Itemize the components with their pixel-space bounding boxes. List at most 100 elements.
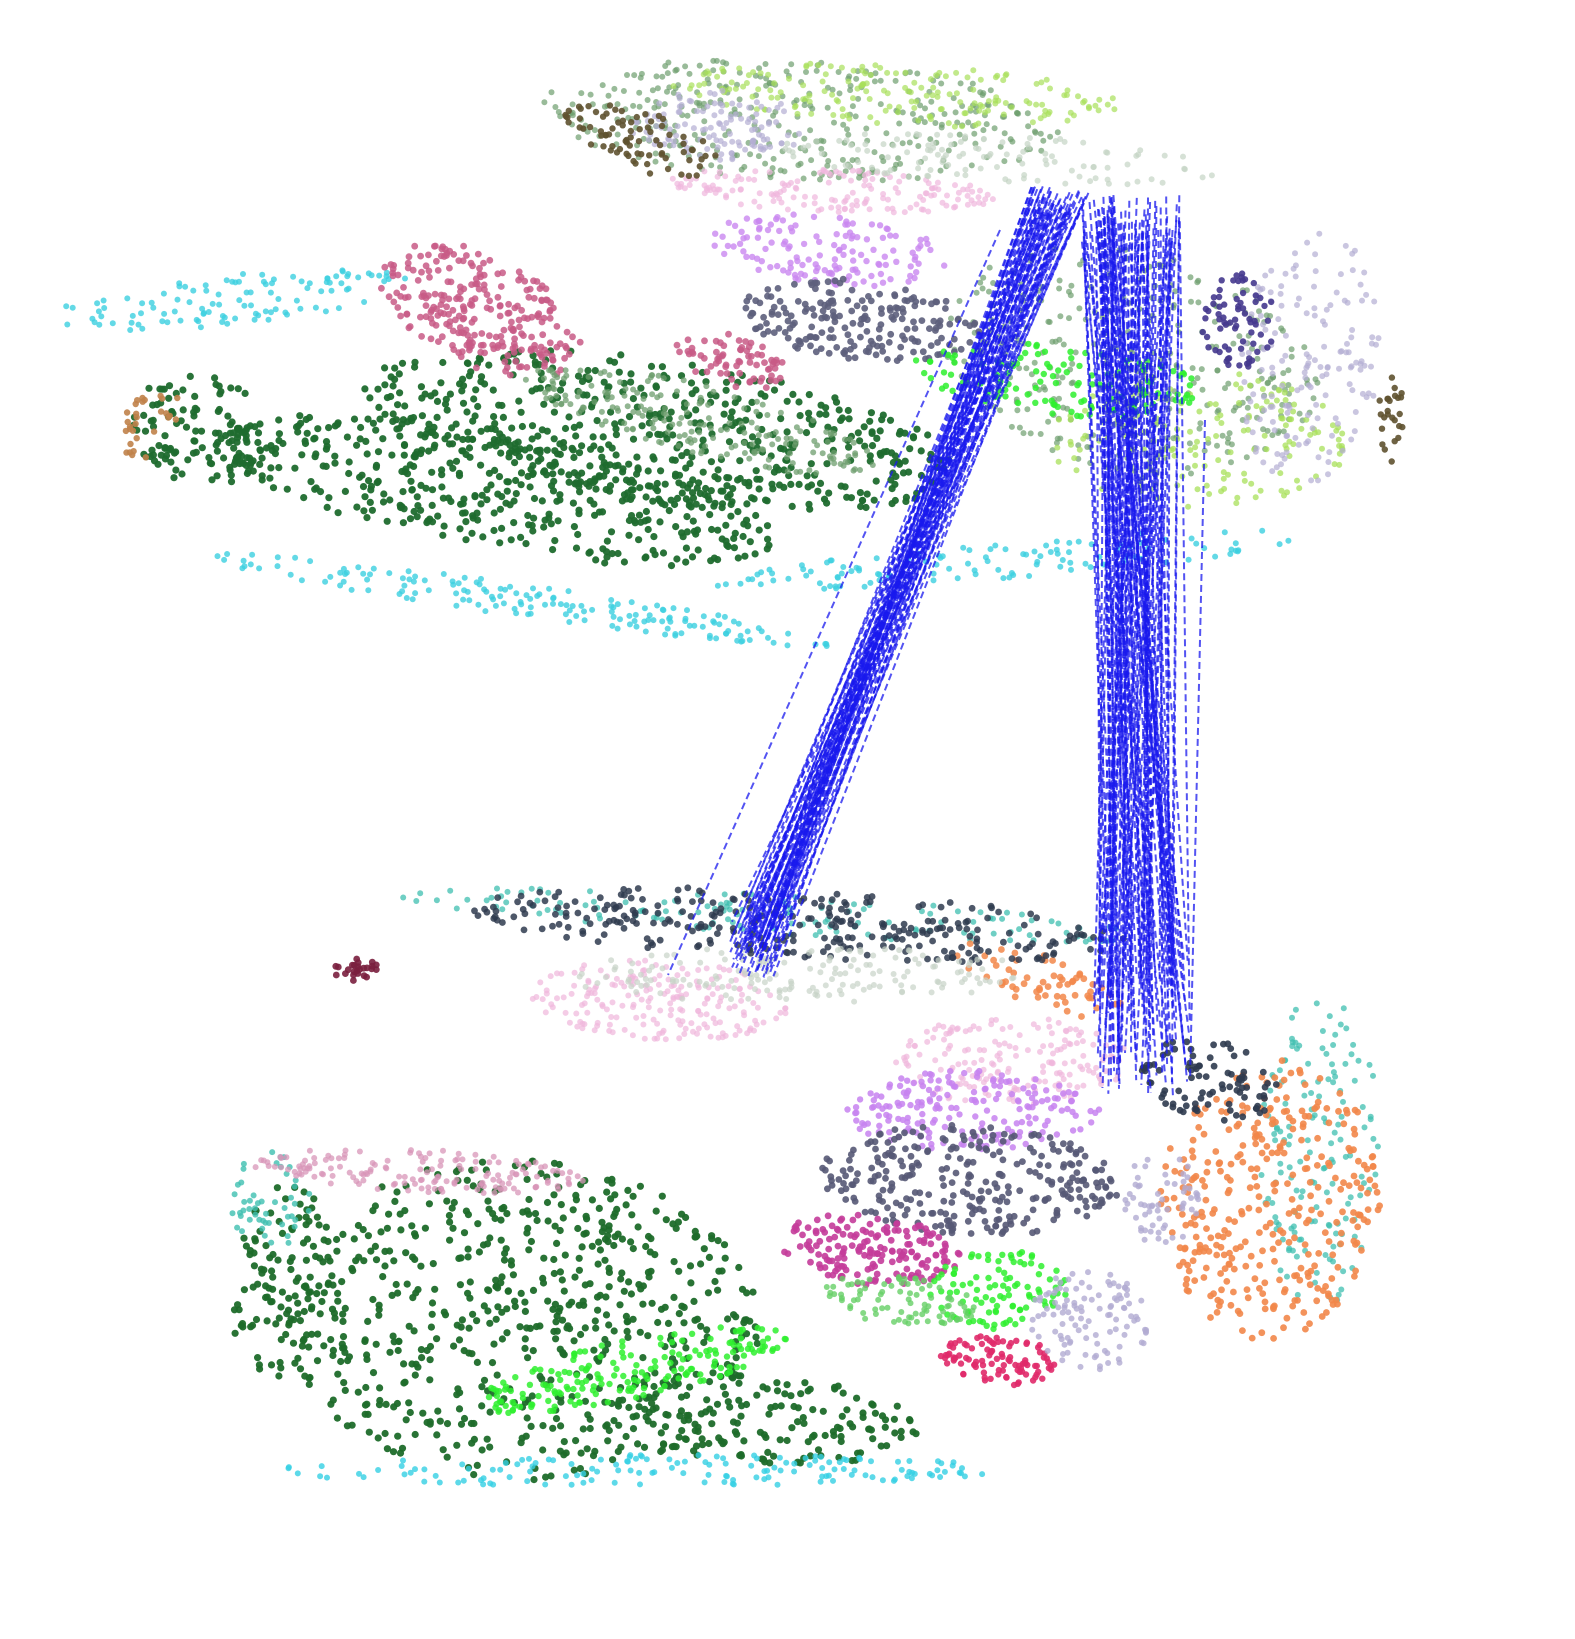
upper-lime-spot (1213, 433, 1220, 439)
upper-dark-green-spot (172, 466, 180, 474)
upper-slate-spot (823, 314, 831, 322)
upper-dark-green-spot (706, 510, 714, 519)
upper-pale-grey-green-spot (1090, 163, 1097, 170)
upper-sage-green-spot (950, 95, 957, 102)
upper-rose-spot (524, 315, 531, 322)
upper-cyan-spot (700, 613, 707, 620)
upper-rose-spot (471, 295, 479, 303)
upper-lavender-spot (781, 108, 787, 115)
upper-bright-green-spot (1025, 340, 1032, 348)
upper-olive-brown-spot (576, 115, 584, 122)
upper-rose-spot (712, 360, 720, 367)
upper-slate-spot (919, 298, 927, 306)
lower-dark-green-spot (773, 1379, 781, 1387)
lower-dark-green-spot (566, 1325, 574, 1333)
lower-dark-green-spot (503, 1329, 511, 1337)
upper-olive-brown-spot (1391, 417, 1398, 424)
upper-pink-spot (861, 200, 868, 207)
upper-sage-green-spot (863, 125, 870, 132)
upper-dark-green-spot (224, 412, 232, 420)
upper-slate-spot (786, 325, 794, 332)
lower-dark-green-spot (557, 1398, 565, 1406)
upper-dark-green-spot (611, 420, 619, 428)
upper-rose-spot (562, 342, 569, 350)
upper-violet-spot (762, 245, 769, 253)
upper-dark-green-spot (719, 487, 727, 495)
upper-lime-spot (850, 95, 856, 102)
upper-sage-green-spot (676, 433, 683, 440)
upper-dark-green-spot (729, 485, 737, 493)
upper-dark-green-spot (408, 486, 416, 494)
upper-lavender-spot (1312, 268, 1319, 275)
upper-cyan-spot (721, 613, 728, 620)
upper-pink-spot (849, 189, 856, 196)
upper-dark-green-spot (734, 508, 742, 516)
upper-pale-grey-green-spot (1042, 150, 1049, 157)
upper-sage-green-spot (765, 456, 772, 463)
upper-dark-green-spot (593, 417, 601, 425)
upper-dark-green-spot (345, 469, 353, 478)
upper-violet-spot (879, 234, 887, 241)
upper-cyan-spot (1087, 564, 1094, 571)
upper-rose-spot (394, 304, 402, 311)
upper-violet-spot (850, 257, 857, 264)
upper-dark-green-spot (465, 444, 474, 452)
upper-sage-green-spot (1057, 313, 1064, 320)
upper-pink-spot (861, 182, 868, 189)
upper-dark-green-spot (439, 358, 447, 367)
upper-rose-spot (778, 359, 786, 366)
upper-sage-green-spot (747, 151, 754, 158)
upper-dark-green-spot (396, 389, 404, 397)
upper-violet-spot (724, 242, 732, 250)
upper-pink-spot (880, 195, 887, 202)
upper-dark-green-spot (588, 403, 596, 411)
lower-dark-green-spot (523, 1414, 531, 1422)
upper-sage-green-spot (672, 67, 679, 74)
upper-indigo-spot (1227, 319, 1234, 326)
upper-cyan-spot (699, 623, 706, 630)
upper-lavender-spot (1343, 349, 1350, 356)
upper-cyan-spot (1068, 566, 1074, 573)
upper-dark-green-spot (667, 408, 675, 416)
lower-dark-green-spot (524, 1354, 532, 1362)
upper-cyan-spot (609, 622, 616, 629)
upper-sage-green-spot (914, 70, 921, 77)
upper-sage-green-spot (675, 82, 682, 89)
upper-lime-spot (1002, 72, 1009, 79)
upper-rose-spot (504, 352, 512, 359)
upper-rose-spot (746, 378, 754, 386)
upper-dark-green-spot (601, 559, 609, 567)
upper-lime-spot (1263, 446, 1270, 453)
upper-pink-spot (848, 207, 855, 214)
upper-cyan-spot (714, 582, 721, 589)
upper-cyan-spot (333, 273, 340, 280)
upper-dark-green-spot (167, 458, 175, 466)
upper-rose-spot (492, 333, 500, 341)
lower-dark-green-spot (419, 1409, 427, 1417)
upper-cyan-spot (1232, 540, 1239, 547)
upper-rose-spot (542, 285, 550, 293)
upper-dark-green-spot (642, 553, 650, 561)
upper-lavender-spot (1337, 348, 1344, 355)
upper-dark-green-spot (510, 519, 518, 527)
upper-tan-orange-spot (139, 394, 146, 402)
upper-pink-spot (701, 190, 708, 197)
upper-dark-green-spot (300, 494, 308, 502)
upper-lime-spot (946, 91, 953, 98)
upper-dark-green-spot (357, 423, 365, 432)
upper-cyan-spot (523, 592, 530, 599)
lower-dark-green-spot (296, 1365, 305, 1373)
upper-dark-green-spot (610, 358, 619, 366)
lower-dark-green-spot (596, 1246, 605, 1254)
upper-dark-green-spot (491, 425, 499, 434)
upper-cyan-spot (670, 605, 677, 612)
upper-violet-spot (913, 269, 920, 276)
lower-dark-green-spot (569, 1206, 577, 1214)
upper-dark-green-spot (407, 414, 415, 422)
upper-violet-spot (876, 261, 883, 268)
lower-dark-green-spot (490, 1340, 498, 1348)
upper-dark-green-spot (571, 480, 579, 488)
upper-lavender-spot (1346, 381, 1353, 388)
upper-lime-spot (1170, 445, 1177, 452)
upper-sage-green-spot (617, 379, 623, 386)
